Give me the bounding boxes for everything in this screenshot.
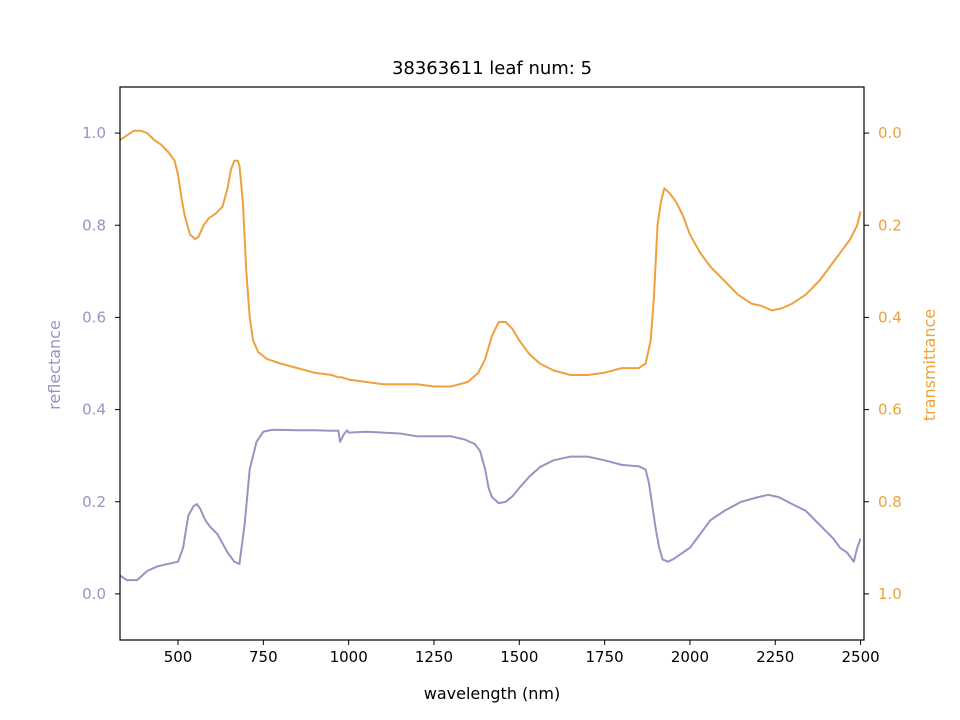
- y-axis-right-ticks: 0.0 0.2 0.4 0.6 0.8 1.0: [864, 124, 902, 603]
- y-axis-left-ticks: 0.0 0.2 0.4 0.6 0.8 1.0: [82, 124, 120, 603]
- x-axis-ticks: 500 750 1000 1250 1500 1750 2000 2250 2500: [164, 640, 880, 666]
- y-right-tick-label: 0.4: [878, 308, 902, 326]
- series-layer: [119, 129, 862, 582]
- x-axis-label: wavelength (nm): [424, 684, 561, 703]
- y-left-tick-label: 0.6: [82, 308, 106, 326]
- transmittance-line: [119, 129, 862, 388]
- x-tick-label: 1500: [500, 648, 538, 666]
- chart-title: 38363611 leaf num: 5: [392, 58, 592, 79]
- y-left-tick-label: 0.4: [82, 401, 106, 419]
- y-axis-right-label: transmittance: [920, 309, 939, 421]
- y-right-tick-label: 1.0: [878, 585, 902, 603]
- y-right-tick-label: 0.8: [878, 493, 902, 511]
- reflectance-line: [119, 428, 862, 582]
- y-left-tick-label: 0.2: [82, 493, 106, 511]
- x-tick-label: 2500: [841, 648, 879, 666]
- y-left-tick-label: 0.8: [82, 216, 106, 234]
- y-right-tick-label: 0.2: [878, 216, 902, 234]
- x-tick-label: 1750: [586, 648, 624, 666]
- y-left-tick-label: 0.0: [82, 585, 106, 603]
- x-tick-label: 500: [164, 648, 193, 666]
- y-left-tick-label: 1.0: [82, 124, 106, 142]
- plot-frame: [119, 86, 865, 641]
- y-right-tick-label: 0.0: [878, 124, 902, 142]
- y-right-tick-label: 0.6: [878, 401, 902, 419]
- x-tick-label: 750: [249, 648, 278, 666]
- x-tick-label: 1250: [415, 648, 453, 666]
- x-tick-label: 2250: [756, 648, 794, 666]
- y-axis-left-label: reflectance: [45, 320, 64, 410]
- x-tick-label: 1000: [330, 648, 368, 666]
- x-tick-label: 2000: [671, 648, 709, 666]
